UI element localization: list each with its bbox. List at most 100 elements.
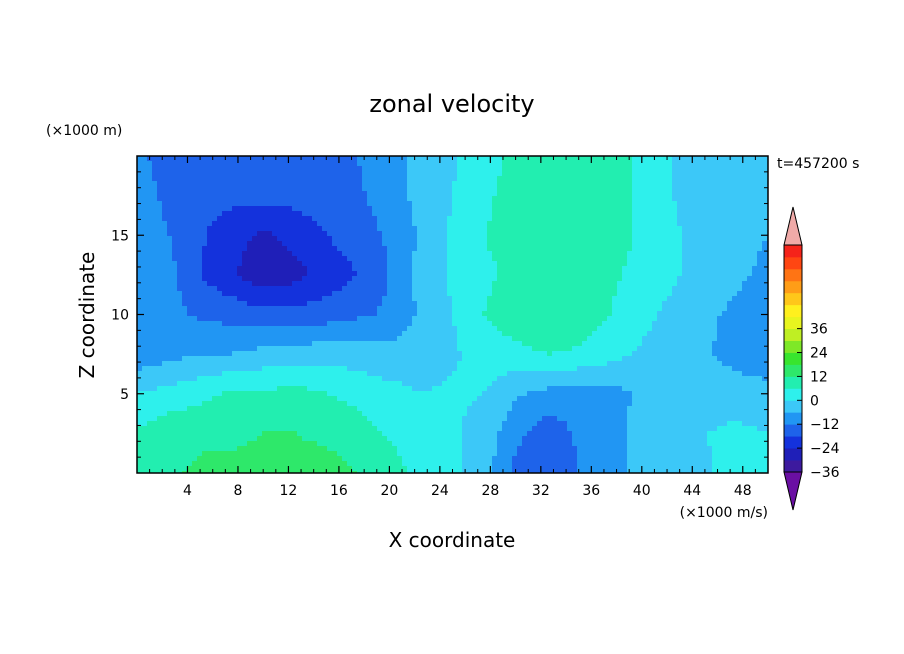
contour-cell xyxy=(462,326,468,332)
contour-cell xyxy=(232,231,238,237)
contour-cell xyxy=(522,296,528,302)
contour-cell xyxy=(467,296,473,302)
contour-cell xyxy=(522,156,528,162)
contour-cell xyxy=(392,296,398,302)
contour-cell xyxy=(602,326,608,332)
contour-cell xyxy=(602,346,608,352)
contour-cell xyxy=(517,321,523,327)
contour-cell xyxy=(672,271,678,277)
contour-cell xyxy=(207,311,213,317)
contour-cell xyxy=(212,271,218,277)
contour-cell xyxy=(557,256,563,262)
contour-cell xyxy=(287,181,293,187)
contour-cell xyxy=(642,186,648,192)
contour-cell xyxy=(757,276,763,282)
contour-cell xyxy=(707,301,713,307)
contour-cell xyxy=(612,301,618,307)
contour-cell xyxy=(662,301,668,307)
contour-cell xyxy=(142,191,148,197)
contour-cell xyxy=(312,161,318,167)
contour-cell xyxy=(527,331,533,337)
contour-cell xyxy=(227,216,233,222)
contour-cell xyxy=(412,241,418,247)
contour-cell xyxy=(487,296,493,302)
contour-cell xyxy=(652,311,658,317)
contour-cell xyxy=(732,166,738,172)
contour-cell xyxy=(312,256,318,262)
contour-cell xyxy=(622,331,628,337)
contour-cell xyxy=(537,281,543,287)
contour-cell xyxy=(562,176,568,182)
contour-cell xyxy=(517,341,523,347)
contour-cell xyxy=(152,281,158,287)
contour-cell xyxy=(402,191,408,197)
contour-cell xyxy=(277,156,283,162)
contour-cell xyxy=(607,226,613,232)
contour-cell xyxy=(182,216,188,222)
contour-cell xyxy=(302,316,308,322)
contour-cell xyxy=(587,256,593,262)
contour-cell xyxy=(552,221,558,227)
contour-cell xyxy=(717,346,723,352)
contour-cell xyxy=(577,156,583,162)
contour-cell xyxy=(392,286,398,292)
contour-cell xyxy=(747,181,753,187)
contour-cell xyxy=(717,296,723,302)
contour-cell xyxy=(212,196,218,202)
contour-cell xyxy=(172,226,178,232)
contour-cell xyxy=(577,231,583,237)
contour-cell xyxy=(152,311,158,317)
contour-cell xyxy=(227,296,233,302)
contour-cell xyxy=(162,316,168,322)
contour-cell xyxy=(387,336,393,342)
contour-cell xyxy=(327,176,333,182)
contour-cell xyxy=(182,211,188,217)
contour-cell xyxy=(762,211,768,217)
contour-cell xyxy=(762,286,768,292)
contour-cell xyxy=(272,316,278,322)
contour-cell xyxy=(697,191,703,197)
contour-cell xyxy=(142,196,148,202)
contour-cell xyxy=(337,346,343,352)
contour-cell xyxy=(497,346,503,352)
contour-cell xyxy=(517,226,523,232)
contour-cell xyxy=(722,156,728,162)
contour-cell xyxy=(212,201,218,207)
contour-cell xyxy=(292,221,298,227)
contour-cell xyxy=(697,196,703,202)
contour-cell xyxy=(457,321,463,327)
contour-cell xyxy=(402,286,408,292)
contour-cell xyxy=(152,266,158,272)
contour-cell xyxy=(337,306,343,312)
contour-cell xyxy=(157,186,163,192)
contour-cell xyxy=(552,266,558,272)
contour-cell xyxy=(732,201,738,207)
contour-cell xyxy=(467,161,473,167)
contour-cell xyxy=(732,266,738,272)
contour-cell xyxy=(337,221,343,227)
contour-cell xyxy=(337,301,343,307)
contour-cell xyxy=(717,156,723,162)
contour-cell xyxy=(372,221,378,227)
contour-cell xyxy=(462,276,468,282)
contour-cell xyxy=(202,256,208,262)
contour-cell xyxy=(337,311,343,317)
contour-cell xyxy=(137,351,143,357)
contour-cell xyxy=(257,271,263,277)
contour-cell xyxy=(432,206,438,212)
contour-cell xyxy=(497,341,503,347)
contour-cell xyxy=(502,311,508,317)
contour-cell xyxy=(462,201,468,207)
contour-cell xyxy=(752,306,758,312)
contour-cell xyxy=(222,291,228,297)
contour-cell xyxy=(387,166,393,172)
contour-cell xyxy=(372,241,378,247)
contour-cell xyxy=(407,181,413,187)
contour-cell xyxy=(737,271,743,277)
contour-cell xyxy=(522,201,528,207)
contour-cell xyxy=(202,346,208,352)
contour-cell xyxy=(672,331,678,337)
contour-cell xyxy=(627,206,633,212)
contour-cell xyxy=(662,211,668,217)
contour-cell xyxy=(547,236,553,242)
